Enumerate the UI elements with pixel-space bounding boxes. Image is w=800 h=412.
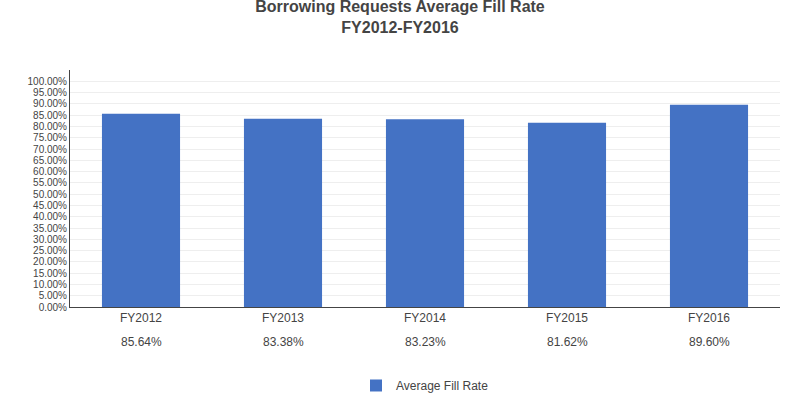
- svg-text:89.60%: 89.60%: [689, 335, 730, 349]
- svg-text:85.64%: 85.64%: [121, 335, 162, 349]
- svg-text:FY2012: FY2012: [120, 311, 162, 325]
- svg-text:FY2015: FY2015: [546, 311, 588, 325]
- svg-text:83.23%: 83.23%: [405, 335, 446, 349]
- svg-text:FY2014: FY2014: [404, 311, 446, 325]
- svg-text:10.00%: 10.00%: [33, 279, 67, 290]
- svg-text:83.38%: 83.38%: [263, 335, 304, 349]
- svg-text:40.00%: 40.00%: [33, 211, 67, 222]
- svg-text:Borrowing Requests Average Fil: Borrowing Requests Average Fill RateFY20…: [255, 0, 545, 36]
- svg-text:25.00%: 25.00%: [33, 245, 67, 256]
- svg-text:60.00%: 60.00%: [33, 166, 67, 177]
- svg-text:45.00%: 45.00%: [33, 200, 67, 211]
- svg-text:90.00%: 90.00%: [33, 98, 67, 109]
- svg-text:65.00%: 65.00%: [33, 155, 67, 166]
- svg-text:85.00%: 85.00%: [33, 110, 67, 121]
- svg-text:Average Fill Rate: Average Fill Rate: [396, 379, 488, 393]
- svg-text:55.00%: 55.00%: [33, 177, 67, 188]
- svg-text:5.00%: 5.00%: [39, 290, 67, 301]
- svg-text:80.00%: 80.00%: [33, 121, 67, 132]
- svg-text:50.00%: 50.00%: [33, 189, 67, 200]
- svg-text:15.00%: 15.00%: [33, 268, 67, 279]
- svg-text:0.00%: 0.00%: [39, 302, 67, 313]
- svg-text:FY2013: FY2013: [262, 311, 304, 325]
- svg-text:81.62%: 81.62%: [547, 335, 588, 349]
- svg-text:30.00%: 30.00%: [33, 234, 67, 245]
- svg-text:FY2016: FY2016: [688, 311, 730, 325]
- svg-text:75.00%: 75.00%: [33, 132, 67, 143]
- svg-text:20.00%: 20.00%: [33, 256, 67, 267]
- svg-text:100.00%: 100.00%: [28, 76, 68, 87]
- svg-text:35.00%: 35.00%: [33, 223, 67, 234]
- svg-text:70.00%: 70.00%: [33, 144, 67, 155]
- svg-text:95.00%: 95.00%: [33, 87, 67, 98]
